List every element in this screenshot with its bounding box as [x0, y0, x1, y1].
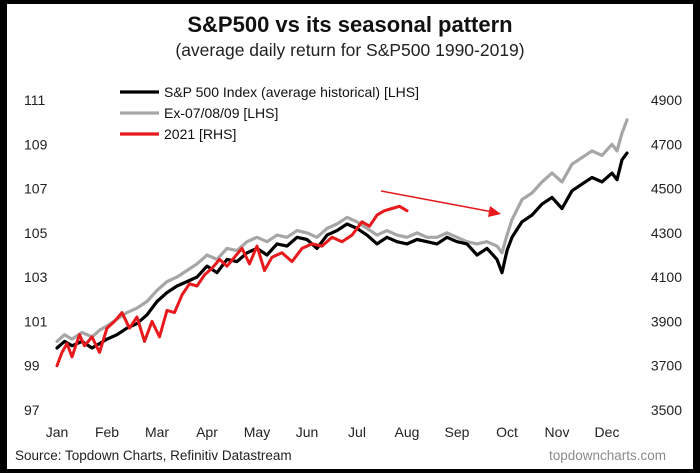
chart-frame: S&P500 vs its seasonal pattern (average … [7, 4, 693, 469]
legend-label-1: Ex-07/08/09 [LHS] [164, 105, 278, 121]
x-tick-label-nov: Nov [545, 424, 570, 440]
right-tick-label-4: 4300 [651, 225, 682, 241]
x-tick-label-apr: Apr [196, 424, 218, 440]
series-line-2 [55, 204, 409, 368]
right-tick-label-6: 4700 [651, 136, 682, 152]
right-tick-label-1: 3700 [651, 358, 682, 374]
x-tick-label-may: May [244, 424, 270, 440]
series-line-1 [55, 118, 629, 343]
x-axis-ticks: Jan Feb Mar Apr May Jun Jul Aug Sep Oct Nov Dec [46, 424, 620, 440]
series-layer [55, 118, 629, 368]
series-line-0 [55, 151, 629, 350]
left-tick-label-5: 107 [24, 181, 48, 197]
left-tick-label-0: 97 [24, 402, 40, 418]
legend-label-2: 2021 [RHS] [164, 126, 236, 142]
x-tick-label-jul: Jul [348, 424, 366, 440]
right-tick-label-0: 3500 [651, 402, 682, 418]
right-tick-label-5: 4500 [651, 181, 682, 197]
left-tick-label-1: 99 [24, 358, 40, 374]
x-tick-label-jan: Jan [46, 424, 69, 440]
left-tick-label-6: 109 [24, 136, 48, 152]
left-axis-ticks: 97 99 101 103 105 107 109 111 [24, 92, 48, 418]
chart-title: S&P500 vs its seasonal pattern [187, 12, 513, 37]
chart-subtitle: (average daily return for S&P500 1990-20… [175, 40, 525, 60]
x-tick-label-sep: Sep [445, 424, 470, 440]
x-tick-label-mar: Mar [145, 424, 169, 440]
left-tick-label-4: 105 [24, 225, 48, 241]
x-tick-label-dec: Dec [595, 424, 620, 440]
annotation-arrow-head [488, 206, 501, 217]
legend: S&P 500 Index (average historical) [LHS]… [120, 84, 419, 142]
annotation-arrow-shaft [380, 190, 494, 213]
right-tick-label-3: 4100 [651, 269, 682, 285]
annotation-arrow [380, 190, 501, 217]
right-axis-ticks: 3500 3700 3900 4100 4300 4500 4700 4900 [651, 92, 682, 418]
x-tick-label-aug: Aug [395, 424, 420, 440]
x-tick-label-feb: Feb [95, 424, 119, 440]
right-tick-label-7: 4900 [651, 92, 682, 108]
left-tick-label-2: 101 [24, 313, 48, 329]
legend-label-0: S&P 500 Index (average historical) [LHS] [164, 84, 419, 100]
x-tick-label-oct: Oct [496, 424, 518, 440]
x-tick-label-jun: Jun [296, 424, 319, 440]
source-note: Source: Topdown Charts, Refinitiv Datast… [15, 448, 292, 463]
left-tick-label-7: 111 [24, 92, 45, 108]
watermark: topdowncharts.com [549, 448, 667, 463]
left-tick-label-3: 103 [24, 269, 48, 285]
right-tick-label-2: 3900 [651, 313, 682, 329]
line-chart: 97 99 101 103 105 107 109 111 3500 3700 3900 4100 4… [24, 84, 682, 440]
